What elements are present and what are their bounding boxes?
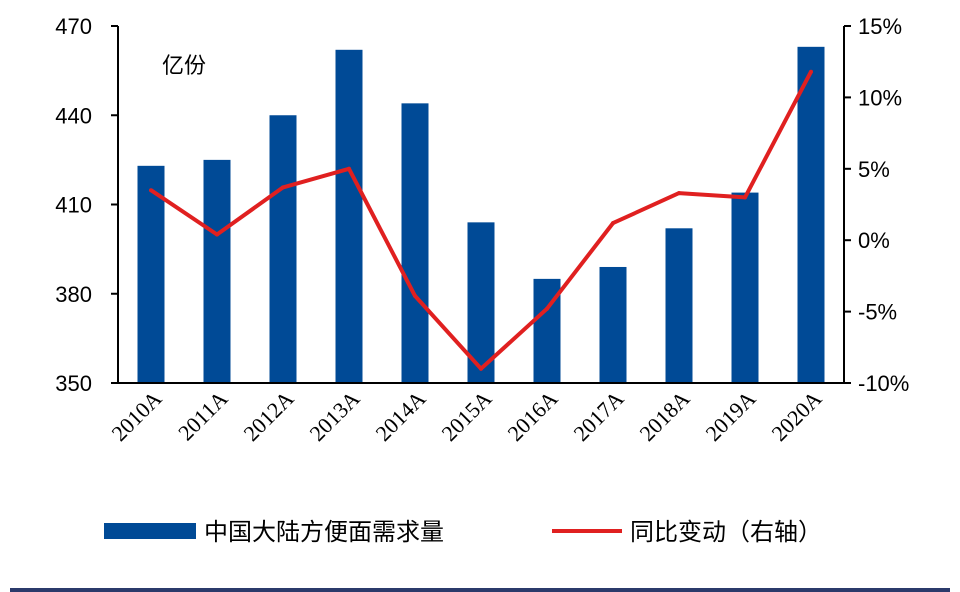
line-point — [413, 293, 417, 298]
x-tick-label: 2017A — [569, 386, 629, 446]
right-tick-label: 5% — [858, 157, 890, 182]
line-point — [677, 191, 681, 196]
line-point — [545, 306, 549, 311]
right-tick-label: 10% — [858, 85, 902, 110]
left-tick-label: 410 — [55, 193, 92, 218]
x-axis-ticks: 2010A 2011A 2012A 2013A 2014A 2015A 2016A 2017A… — [107, 386, 827, 446]
legend-swatch-bar — [104, 523, 196, 539]
bar — [797, 46, 825, 383]
footer-divider — [10, 588, 950, 592]
line-point — [281, 185, 285, 190]
right-tick-label: 15% — [858, 14, 902, 39]
line-point — [215, 232, 219, 237]
right-tick-label: -5% — [858, 300, 897, 325]
x-tick-label: 2011A — [173, 386, 233, 446]
right-tick-label: -10% — [858, 371, 909, 396]
line-series — [149, 69, 813, 371]
bar — [665, 228, 693, 383]
bar — [203, 159, 231, 383]
left-tick-label: 380 — [55, 282, 92, 307]
line-point — [743, 195, 747, 200]
line-point — [149, 188, 153, 193]
bar — [269, 115, 297, 383]
left-tick-label: 350 — [55, 371, 92, 396]
x-tick-label: 2016A — [503, 386, 563, 446]
x-tick-label: 2010A — [107, 386, 167, 446]
bar — [599, 266, 627, 383]
right-tick-label: 0% — [858, 228, 890, 253]
line-point — [479, 366, 483, 371]
legend-label-bar: 中国大陆方便面需求量 — [204, 518, 444, 546]
line-point — [809, 69, 813, 74]
x-tick-label: 2014A — [371, 386, 431, 446]
bar — [401, 103, 429, 383]
unit-label: 亿份 — [162, 54, 206, 79]
bar — [335, 49, 363, 384]
x-tick-label: 2013A — [305, 386, 365, 446]
line-point — [347, 166, 351, 171]
x-tick-label: 2019A — [701, 386, 761, 446]
legend-label-line: 同比变动（右轴） — [630, 518, 822, 546]
legend: 中国大陆方便面需求量 同比变动（右轴） — [104, 518, 822, 546]
bar-series — [137, 46, 825, 384]
right-axis-ticks: -10% -5% 0% 5% 10% 15% — [844, 14, 909, 396]
x-tick-label: 2015A — [437, 386, 497, 446]
bar — [731, 192, 759, 383]
left-tick-label: 440 — [55, 103, 92, 128]
x-tick-label: 2020A — [767, 386, 827, 446]
line-point — [611, 221, 615, 226]
x-tick-label: 2012A — [239, 386, 299, 446]
bar — [137, 165, 165, 383]
left-axis-ticks: 350 380 410 440 470 — [55, 14, 118, 396]
x-tick-label: 2018A — [635, 386, 695, 446]
left-tick-label: 470 — [55, 14, 92, 39]
